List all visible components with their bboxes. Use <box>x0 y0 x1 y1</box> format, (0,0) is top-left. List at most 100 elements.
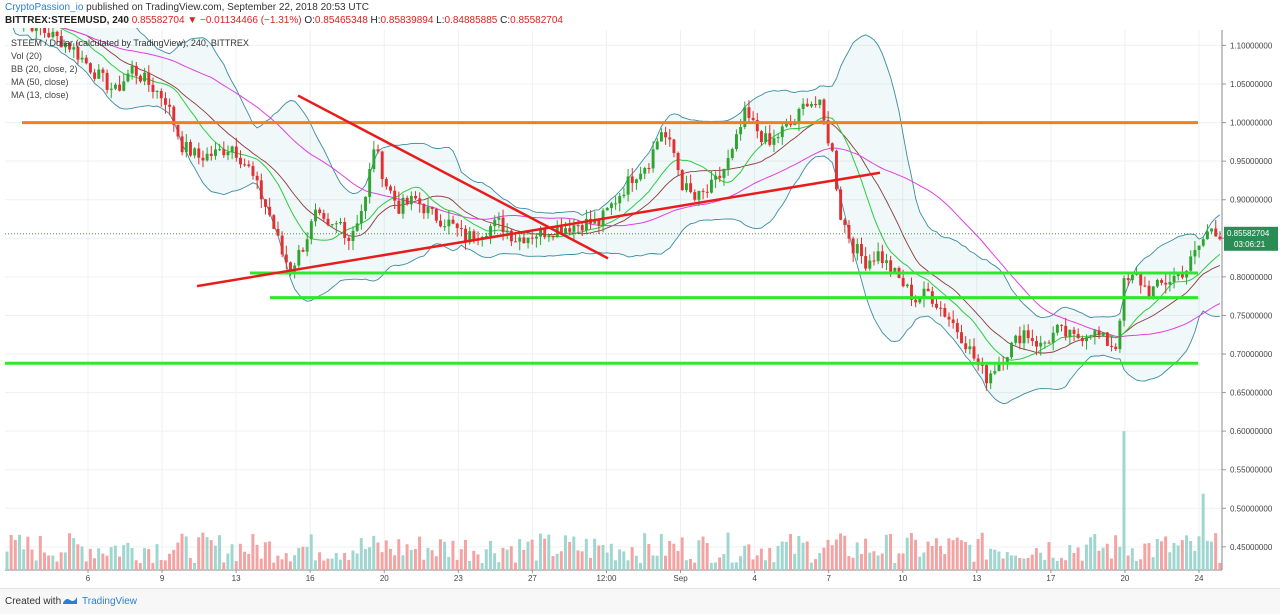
candle-body <box>230 146 234 152</box>
volume-bar <box>59 552 63 570</box>
time-tick-label: 9 <box>160 574 165 583</box>
volume-bar <box>964 542 968 570</box>
candle-body <box>172 106 176 125</box>
volume-bar <box>855 542 859 570</box>
volume-bar <box>422 559 426 570</box>
candle-body <box>639 173 643 180</box>
candle-body <box>505 230 509 233</box>
candle-body <box>747 107 751 118</box>
time-tick-label: Sep <box>673 574 688 583</box>
volume-bar <box>939 545 943 570</box>
legend-bollinger[interactable]: BB (20, close, 2) <box>11 64 78 74</box>
price-tick-label: 1.05000000 <box>1230 80 1273 89</box>
candle-body <box>484 236 488 238</box>
chart-header: CryptoPassion_io published on TradingVie… <box>0 0 1280 28</box>
candle-body <box>122 81 126 91</box>
volume-bar <box>614 560 617 570</box>
volume-bar <box>101 553 105 570</box>
candle-body <box>955 322 959 333</box>
volume-bar <box>1047 542 1051 570</box>
publish-info: CryptoPassion_io published on TradingVie… <box>5 2 369 13</box>
time-tick-label: 27 <box>528 574 537 583</box>
candle-body <box>522 237 526 244</box>
candle-body <box>1097 330 1101 336</box>
candle-body <box>1093 330 1097 337</box>
volume-bar <box>105 555 109 570</box>
candle-body <box>43 28 47 33</box>
price-tick-label: 0.45000000 <box>1230 543 1273 552</box>
price-tick-label: 0.80000000 <box>1230 273 1273 282</box>
volume-bar <box>376 542 380 570</box>
author-link[interactable]: CryptoPassion_io <box>5 2 84 13</box>
volume-bar <box>851 557 855 570</box>
candle-body <box>280 235 284 255</box>
candle-body <box>1189 256 1193 271</box>
price-tick-label: 0.75000000 <box>1230 311 1273 320</box>
volume-bar <box>201 532 205 570</box>
candle-body <box>622 194 626 197</box>
price-tick-label: 0.95000000 <box>1230 157 1273 166</box>
legend-volume[interactable]: Vol (20) <box>11 51 43 61</box>
candle-body <box>309 221 313 240</box>
volume-bar <box>784 541 788 570</box>
volume-bar <box>543 538 547 570</box>
candle-body <box>47 32 51 38</box>
volume-bar <box>1189 541 1193 570</box>
volume-bar <box>1214 533 1218 570</box>
candle-body <box>68 43 72 50</box>
price-chart[interactable]: 1.10000000 1.05000000 1.00000000 0.95000000… <box>0 28 1280 588</box>
price-tick-label: 0.55000000 <box>1230 466 1273 475</box>
candle-body <box>368 169 372 197</box>
candle-body <box>659 132 663 142</box>
candle-body <box>284 254 288 263</box>
volume-bar <box>772 562 776 570</box>
volume-bar <box>380 552 384 570</box>
volume-bar <box>509 546 513 570</box>
candle-body <box>88 63 92 73</box>
legend-title[interactable]: STEEM / Dollar (calculated by TradingVie… <box>11 38 249 48</box>
volume-bar <box>63 552 67 570</box>
candle-body <box>730 148 734 159</box>
volume-bar <box>1118 546 1122 570</box>
candle-body <box>726 158 730 169</box>
candle-body <box>222 149 226 156</box>
time-tick-label: 12:00 <box>596 574 617 583</box>
candle-body <box>551 235 555 238</box>
volume-bar <box>1068 545 1072 570</box>
candle-body <box>1026 330 1030 339</box>
candle-body <box>1018 335 1022 344</box>
candle-body <box>209 153 213 156</box>
volume-bar <box>284 553 288 570</box>
candle-body <box>818 99 822 106</box>
volume-bar <box>1089 537 1093 570</box>
volume-bar <box>538 533 542 570</box>
candle-body <box>51 31 55 38</box>
volume-bar <box>730 562 734 570</box>
volume-bar <box>655 555 659 570</box>
volume-bar <box>1034 548 1038 570</box>
legend-ma50[interactable]: MA (50, close) <box>11 77 69 87</box>
candle-body <box>34 28 38 32</box>
volume-bar <box>247 553 251 570</box>
candle-body <box>543 228 547 238</box>
volume-bar <box>989 548 993 570</box>
candle-body <box>1022 330 1026 344</box>
candle-body <box>901 277 905 287</box>
time-tick-label: 24 <box>1195 574 1204 583</box>
price-tick-label: 0.90000000 <box>1230 196 1273 205</box>
symbol-label[interactable]: BITTREX:STEEMUSD, 240 <box>5 15 129 26</box>
price-tick-label: 1.10000000 <box>1230 41 1273 50</box>
candle-body <box>59 36 63 48</box>
candle-body <box>1068 329 1072 337</box>
candle-body <box>593 219 597 224</box>
candle-body <box>576 225 580 227</box>
candle-body <box>205 153 209 161</box>
volume-bar <box>230 544 234 570</box>
volume-bar <box>488 540 492 570</box>
volume-bar <box>55 561 59 570</box>
candle-body <box>189 142 192 156</box>
candle-body <box>968 346 972 350</box>
volume-bar <box>1197 536 1201 570</box>
tradingview-brand-link[interactable]: TradingView <box>82 596 138 607</box>
legend-ma13[interactable]: MA (13, close) <box>11 90 69 100</box>
